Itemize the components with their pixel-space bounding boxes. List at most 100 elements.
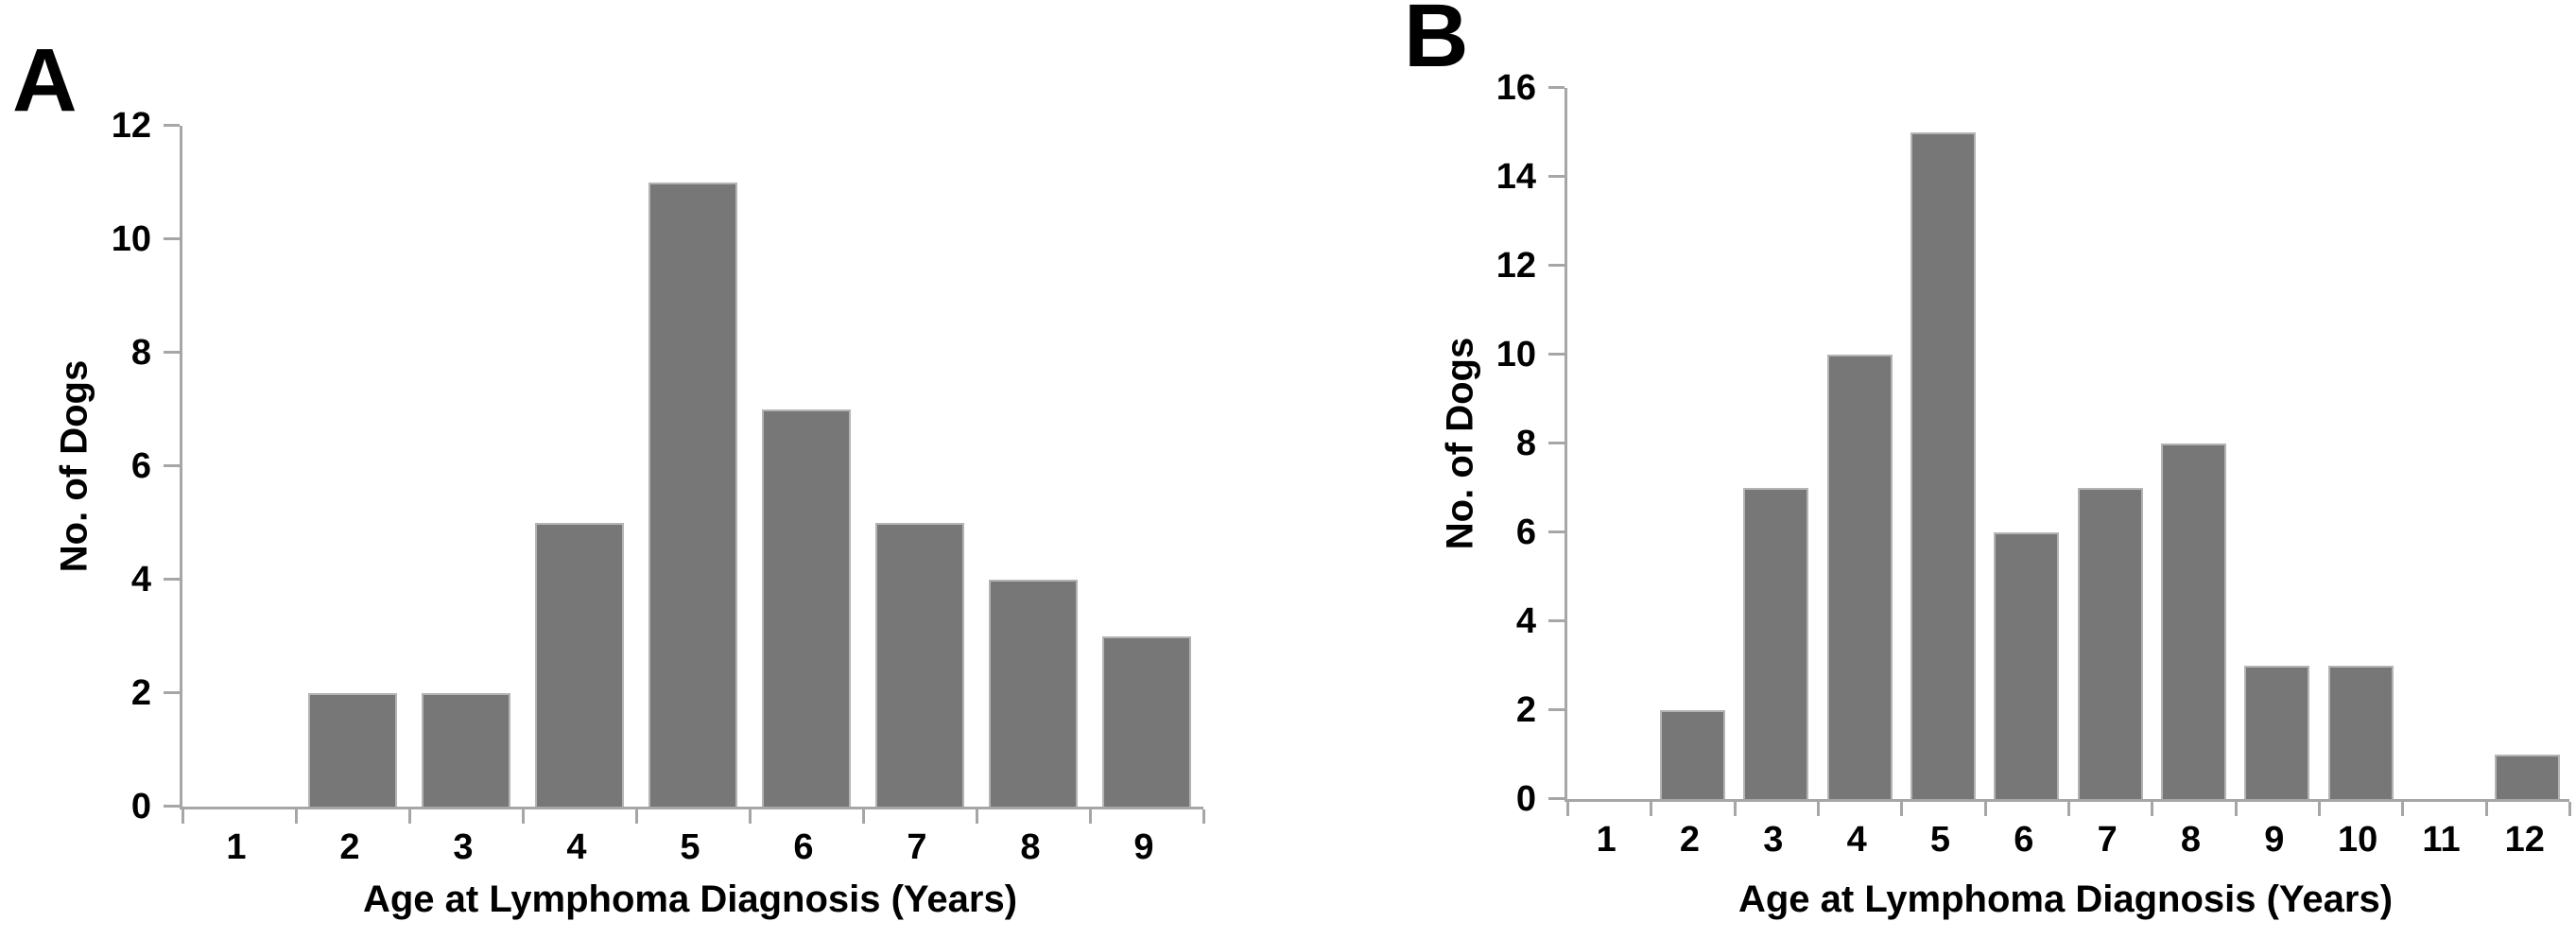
y-tick-mark <box>164 691 180 695</box>
y-tick-label: 4 <box>130 560 151 600</box>
x-tick-label: 7 <box>907 827 927 867</box>
x-axis-labels: 1 2 3 4 5 6 7 8 9 <box>180 825 1201 872</box>
x-tick-mark <box>2067 802 2070 816</box>
y-tick-label: 16 <box>1495 68 1536 108</box>
bar-age-8 <box>989 580 1078 807</box>
y-axis-labels: 0 2 4 6 8 10 12 <box>85 108 180 825</box>
x-tick-mark <box>2151 802 2154 816</box>
bar-age-8 <box>2161 443 2226 799</box>
y-tick-mark <box>1548 175 1565 178</box>
panel-a-x-axis-title: Age at Lymphoma Diagnosis (Years) <box>362 878 1018 920</box>
y-tick-label: 0 <box>1515 779 1536 819</box>
x-tick-label: 4 <box>1846 820 1867 860</box>
y-tick-label: 12 <box>1495 246 1536 286</box>
x-tick-label: 9 <box>1133 827 1154 867</box>
x-tick-mark <box>1650 802 1653 816</box>
x-tick-label: 11 <box>2422 820 2461 860</box>
x-tick-mark <box>2318 802 2321 816</box>
x-tick-label: 8 <box>2180 820 2202 860</box>
x-tick-label: 5 <box>1929 820 1951 860</box>
y-tick-mark <box>164 805 180 808</box>
x-tick-mark <box>1566 802 1569 816</box>
bar-age-6 <box>762 409 851 807</box>
plot-area <box>164 124 1205 824</box>
y-tick-mark <box>1548 353 1565 356</box>
y-tick-label: 0 <box>130 787 151 826</box>
x-tick-mark <box>1983 802 1987 816</box>
y-tick-mark <box>164 124 180 127</box>
bar-age-12 <box>2495 755 2561 799</box>
x-tick-mark <box>1733 802 1737 816</box>
x-tick-mark <box>1088 809 1092 824</box>
y-tick-mark <box>1548 86 1565 89</box>
bar-age-9 <box>2244 666 2310 799</box>
plot-area <box>1548 86 2571 816</box>
y-tick-label: 8 <box>130 333 151 373</box>
panel-b-letter: B <box>1404 0 1469 86</box>
y-tick-label: 6 <box>1515 513 1536 552</box>
bar-age-3 <box>422 693 510 807</box>
y-tick-mark <box>164 351 180 355</box>
y-tick-label: 14 <box>1495 157 1536 197</box>
y-tick-mark <box>1548 264 1565 267</box>
bar-age-2 <box>308 693 397 807</box>
y-tick-mark <box>164 237 180 240</box>
bar-age-4 <box>1826 355 1893 799</box>
y-tick-mark <box>164 464 180 467</box>
x-tick-mark <box>749 809 752 824</box>
x-tick-label: 9 <box>2264 820 2285 860</box>
x-tick-label: 7 <box>2097 820 2118 860</box>
y-tick-mark <box>164 578 180 582</box>
y-tick-mark <box>1548 619 1565 622</box>
x-tick-mark <box>182 809 184 824</box>
bar-age-3 <box>1743 488 1809 799</box>
y-tick-mark <box>1548 442 1565 444</box>
x-tick-mark <box>2568 802 2571 816</box>
x-tick-label: 5 <box>680 827 700 867</box>
bar-age-5 <box>1910 132 1976 799</box>
x-tick-label: 8 <box>1020 827 1041 867</box>
y-tick-label: 8 <box>1515 424 1536 463</box>
x-axis-labels: 1 2 3 4 5 6 7 8 9 10 11 12 <box>1565 817 2567 864</box>
x-tick-label: 3 <box>453 827 474 867</box>
x-tick-label: 1 <box>226 827 247 867</box>
y-tick-label: 4 <box>1515 601 1536 641</box>
y-tick-label: 2 <box>1515 690 1536 730</box>
bar-age-7 <box>2077 488 2143 799</box>
x-tick-mark <box>1202 809 1205 824</box>
y-tick-label: 10 <box>111 219 151 259</box>
y-tick-mark <box>1548 530 1565 533</box>
x-tick-label: 12 <box>2504 820 2545 860</box>
y-tick-mark <box>1548 708 1565 711</box>
x-tick-label: 6 <box>793 827 814 867</box>
bar-age-2 <box>1660 710 1725 799</box>
x-tick-mark <box>976 809 978 824</box>
bar-age-9 <box>1102 636 1191 807</box>
x-tick-label: 1 <box>1596 820 1616 860</box>
x-tick-mark <box>407 809 411 824</box>
bar-age-4 <box>535 523 624 807</box>
x-tick-label: 2 <box>1679 820 1701 860</box>
x-tick-mark <box>1817 802 1820 816</box>
x-tick-label: 3 <box>1763 820 1784 860</box>
y-tick-label: 10 <box>1495 335 1536 374</box>
panel-a-letter: A <box>12 30 78 130</box>
x-tick-mark <box>2484 802 2488 816</box>
x-tick-label: 6 <box>2014 820 2034 860</box>
x-tick-label: 10 <box>2338 820 2378 860</box>
y-tick-label: 12 <box>111 106 151 146</box>
bar-age-7 <box>875 523 964 807</box>
x-tick-mark <box>861 809 865 824</box>
y-axis-labels: 0 2 4 6 8 10 12 14 16 <box>1470 70 1565 817</box>
y-tick-label: 6 <box>130 446 151 486</box>
panel-b-x-axis-title: Age at Lymphoma Diagnosis (Years) <box>1738 878 2394 920</box>
x-tick-mark <box>1900 802 1904 816</box>
x-tick-mark <box>521 809 525 824</box>
x-tick-mark <box>2234 802 2238 816</box>
x-tick-mark <box>294 809 298 824</box>
x-tick-label: 4 <box>566 827 587 867</box>
bar-age-10 <box>2327 666 2394 799</box>
